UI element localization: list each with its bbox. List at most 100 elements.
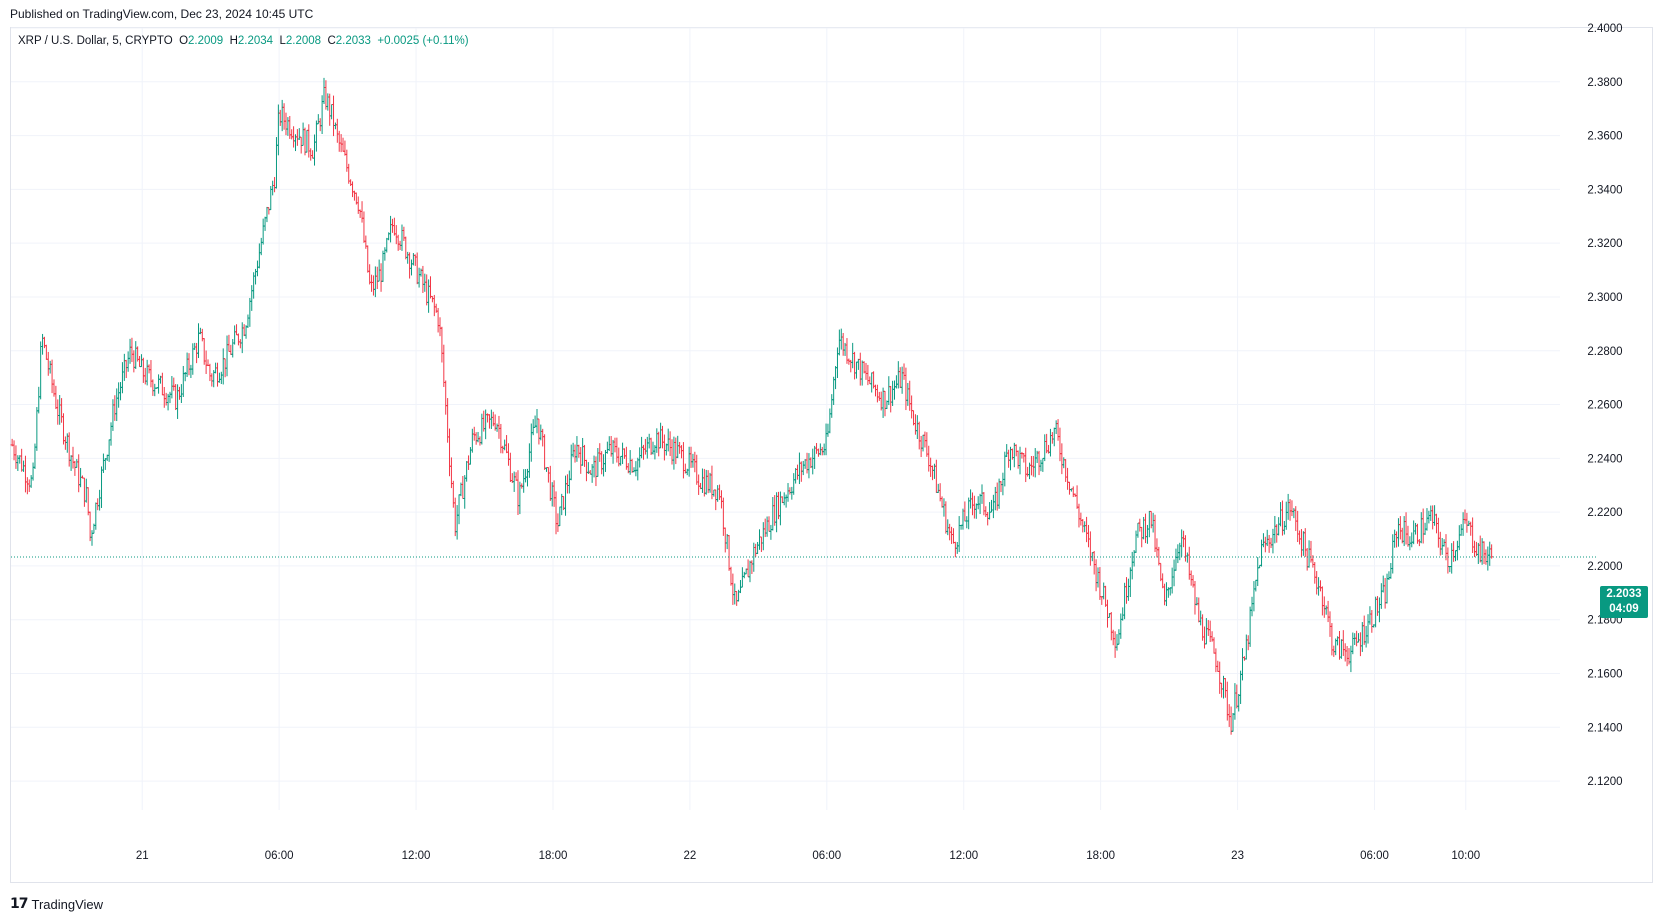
- ohlc-bar: [523, 469, 528, 483]
- ohlc-bar: [465, 461, 469, 482]
- ohlc-bar: [257, 243, 261, 269]
- ohlc-bar: [42, 336, 47, 349]
- ohlc-bar: [539, 424, 543, 441]
- ohlc-bar: [797, 452, 802, 485]
- ohlc-bar: [1450, 543, 1454, 574]
- ohlc-bar: [227, 334, 231, 352]
- ohlc-bar: [556, 513, 560, 532]
- ohlc-bar: [358, 209, 362, 218]
- ohlc-bar: [330, 104, 334, 120]
- ohlc-bar: [1343, 643, 1347, 662]
- ohlc-bar: [546, 467, 551, 483]
- ohlc-bar: [501, 445, 505, 454]
- ohlc-bar: [1124, 577, 1129, 604]
- ohlc-bar: [352, 190, 357, 201]
- ohlc-bar: [457, 494, 461, 525]
- ohlc-bar: [316, 114, 320, 125]
- ohlc-bar: [858, 352, 862, 386]
- ohlc-bar: [1024, 447, 1028, 483]
- ohlc-bar: [1149, 510, 1153, 529]
- y-tick-label: 2.1600: [1587, 669, 1622, 681]
- ohlc-bar: [274, 137, 279, 189]
- ohlc-bar: [444, 380, 448, 415]
- ohlc-bar: [25, 477, 29, 495]
- ohlc-bar: [1223, 678, 1228, 698]
- ohlc-bar: [792, 473, 796, 495]
- ohlc-bar: [668, 431, 672, 457]
- tradingview-brand[interactable]: 17 TradingView: [10, 896, 103, 912]
- close-label: C: [327, 35, 336, 47]
- ohlc-bar: [1427, 510, 1431, 524]
- ohlc-bar: [198, 327, 203, 335]
- ohlc-bar: [1022, 453, 1026, 463]
- ohlc-bar: [1233, 683, 1237, 720]
- ohlc-bar: [870, 372, 874, 393]
- ohlc-bar: [301, 122, 305, 146]
- ohlc-bar: [708, 472, 712, 493]
- ohlc-bar: [63, 436, 67, 450]
- ohlc-bar: [716, 485, 720, 502]
- ohlc-bar: [1349, 645, 1353, 673]
- ohlc-bar: [1490, 544, 1494, 559]
- ohlc-bar: [565, 474, 570, 494]
- ohlc-bar: [39, 341, 43, 400]
- ohlc-bar: [919, 435, 923, 458]
- ohlc-bar: [1231, 712, 1235, 732]
- ohlc-bar: [755, 541, 760, 555]
- ohlc-bar: [748, 560, 752, 583]
- ohlc-bar: [582, 444, 587, 467]
- y-tick-label: 2.3200: [1587, 238, 1622, 250]
- ohlc-bar: [613, 437, 617, 453]
- ohlc-bar: [371, 275, 376, 296]
- ohlc-bar: [723, 527, 727, 553]
- ohlc-bar: [678, 441, 682, 454]
- ohlc-bar: [1197, 597, 1201, 623]
- ohlc-bar: [1419, 512, 1423, 544]
- ohlc-bar: [835, 347, 840, 379]
- ohlc-bar: [957, 516, 961, 553]
- ohlc-bar: [381, 250, 385, 282]
- ohlc-bar: [702, 468, 706, 497]
- ohlc-bar: [733, 583, 737, 605]
- ohlc-bar: [153, 383, 157, 397]
- ohlc-bar: [527, 443, 531, 478]
- ohlc-bar: [175, 384, 180, 419]
- ohlc-bar: [149, 360, 153, 388]
- ohlc-bar: [1157, 546, 1161, 566]
- ohlc-bar: [811, 448, 815, 475]
- ohlc-bar: [122, 353, 126, 381]
- ohlc-bar: [259, 237, 263, 256]
- ohlc-bar: [311, 150, 315, 159]
- ohlc-bar: [1440, 538, 1444, 555]
- ohlc-bar: [1406, 525, 1410, 547]
- ohlc-bar: [335, 118, 339, 143]
- ohlc-bar: [1446, 547, 1450, 574]
- ohlc-bar: [94, 502, 98, 530]
- ohlc-bar: [309, 148, 313, 161]
- ohlc-bar: [1183, 535, 1188, 562]
- ohlc-bar: [221, 348, 225, 385]
- ohlc-bar: [1396, 518, 1401, 547]
- ohlc-bar: [1256, 557, 1260, 587]
- ohlc-bar: [1474, 541, 1479, 556]
- ohlc-bar: [655, 428, 659, 453]
- ohlc-bar: [1185, 552, 1189, 563]
- y-tick-label: 2.4000: [1587, 23, 1622, 35]
- x-tick-label: 12:00: [402, 850, 431, 862]
- ohlc-bar: [69, 455, 73, 471]
- ohlc-bar: [291, 126, 296, 148]
- ohlc-bar: [1288, 499, 1292, 521]
- ohlc-bar: [1039, 459, 1043, 472]
- ohlc-bar: [830, 394, 834, 418]
- ohlc-bar: [1444, 534, 1448, 561]
- y-tick-label: 2.2000: [1587, 561, 1622, 573]
- ohlc-bar: [856, 358, 860, 370]
- ohlc-bar: [461, 475, 465, 499]
- ohlc-bar: [571, 442, 575, 458]
- ohlc-bar: [773, 495, 777, 526]
- ohlc-bar: [904, 367, 908, 411]
- symbol-legend: XRP / U.S. Dollar, 5, CRYPTO O2.2009 H2.…: [18, 35, 469, 47]
- ohlc-bar: [1282, 520, 1286, 535]
- ohlc-bar: [508, 452, 512, 483]
